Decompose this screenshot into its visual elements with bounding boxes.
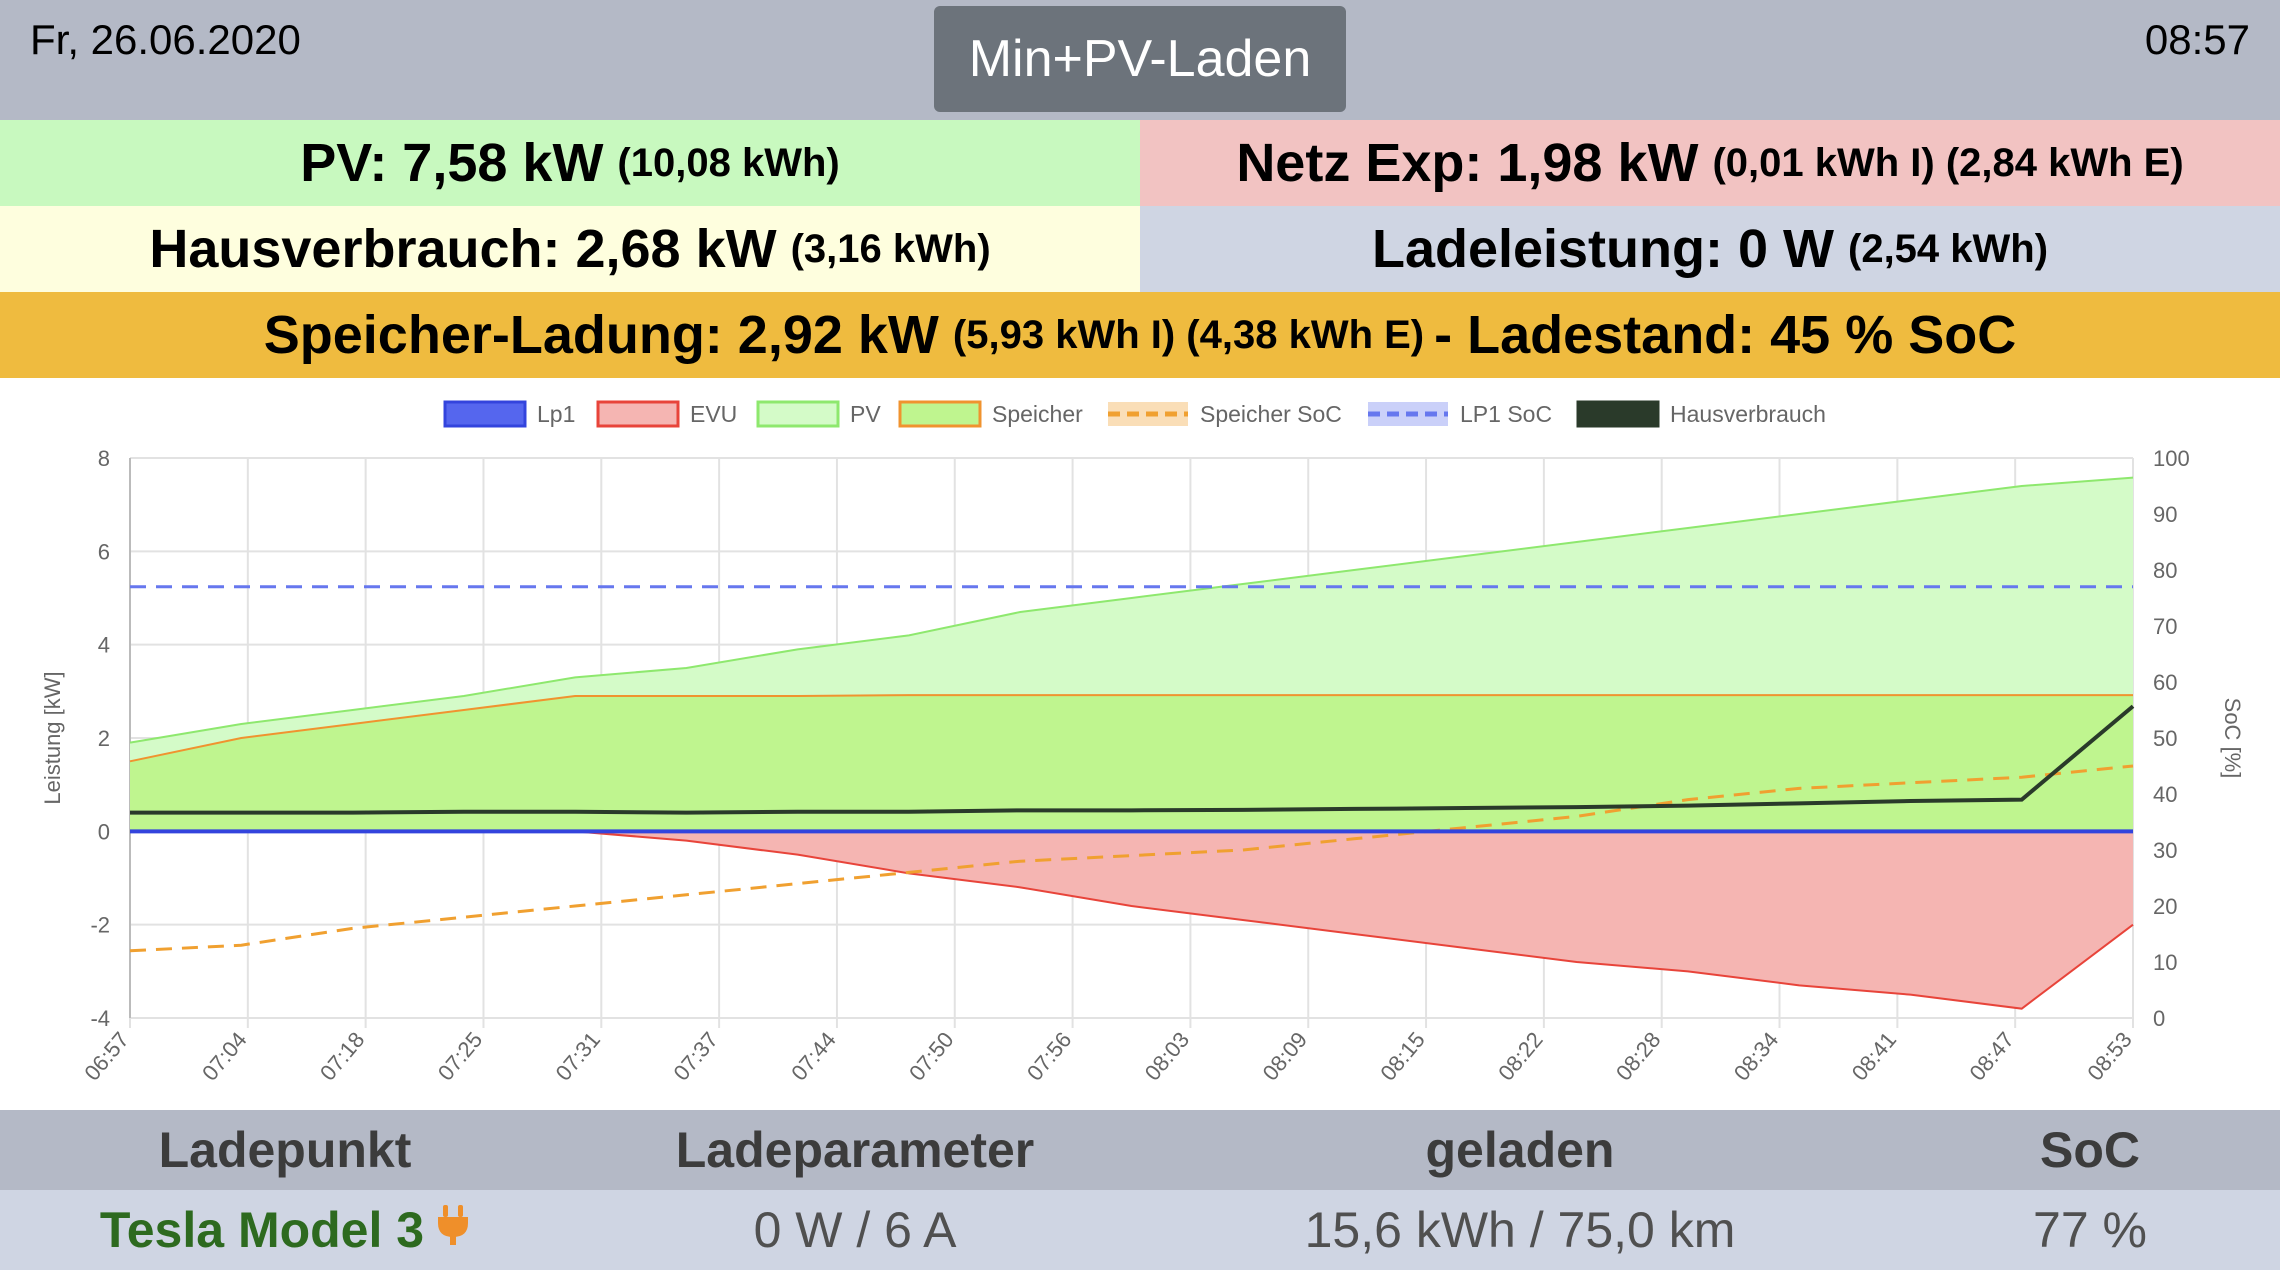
y2-tick-label: 50 [2153, 726, 2177, 751]
legend-label: LP1 SoC [1460, 401, 1552, 427]
charge-parameter-value: 0 W / 6 A [753, 1202, 957, 1258]
house-energy-value: (3,16 kWh) [790, 226, 991, 271]
x-tick-label: 07:31 [551, 1027, 606, 1085]
x-tick-label: 07:37 [668, 1027, 723, 1085]
header-ladeparameter: Ladeparameter [675, 1122, 1035, 1178]
y2-tick-label: 20 [2153, 894, 2177, 919]
legend-label: Lp1 [537, 401, 575, 427]
header-geladen: geladen [1425, 1122, 1615, 1178]
area-evu [130, 831, 2133, 1009]
pv-power-panel: PV: 7,58 kW (10,08 kWh) [0, 120, 1140, 206]
y2-tick-label: 100 [2153, 446, 2190, 471]
y2-tick-label: 60 [2153, 670, 2177, 695]
legend-swatch [898, 400, 982, 428]
series-line-speicher [129, 694, 2133, 763]
legend-swatch [443, 400, 527, 428]
vehicle-soc-value: 77 % [2033, 1202, 2147, 1258]
x-tick-label: 08:53 [2082, 1027, 2137, 1085]
y-tick-label: 0 [98, 819, 110, 844]
legend-label: Speicher [992, 401, 1083, 427]
legend-swatch [1576, 400, 1660, 428]
y2-tick-label: 90 [2153, 502, 2177, 527]
header-bar: Fr, 26.06.2020 Min+PV-Laden 08:57 [0, 0, 2280, 120]
y2-tick-label: 10 [2153, 950, 2177, 975]
y-tick-label: 6 [98, 539, 110, 564]
battery-panel: Speicher-Ladung: 2,92 kW (5,93 kWh I) (4… [0, 292, 2280, 378]
charged-amount-value: 15,6 kWh / 75,0 km [1304, 1202, 1736, 1258]
x-tick-label: 08:03 [1140, 1027, 1195, 1085]
house-consumption-panel: Hausverbrauch: 2,68 kW (3,16 kWh) [0, 206, 1140, 292]
x-tick-label: 08:15 [1375, 1027, 1430, 1085]
x-tick-label: 08:34 [1729, 1027, 1784, 1085]
x-tick-label: 07:56 [1022, 1027, 1077, 1085]
series-line-hausverbrauch [130, 704, 2135, 815]
x-tick-label: 07:04 [197, 1027, 252, 1085]
pv-energy-value: (10,08 kWh) [617, 140, 840, 185]
house-power-value: Hausverbrauch: 2,68 kW [149, 219, 777, 279]
y2-tick-label: 70 [2153, 614, 2177, 639]
y-tick-label: -4 [90, 1006, 110, 1031]
x-tick-label: 06:57 [79, 1027, 134, 1085]
x-tick-label: 08:41 [1847, 1027, 1902, 1085]
y-axis-title: Leistung [kW] [40, 671, 65, 804]
table-header-row: Ladepunkt Ladeparameter geladen SoC [0, 1110, 2280, 1190]
y-tick-label: 2 [98, 726, 110, 751]
y2-axis-title: SoC [%] [2220, 698, 2245, 779]
header-soc: SoC [2040, 1122, 2140, 1178]
battery-soc-value: - Ladestand: 45 % SoC [1434, 305, 2017, 365]
date-display: Fr, 26.06.2020 [30, 16, 301, 63]
x-tick-label: 07:44 [786, 1027, 841, 1085]
y-tick-label: 4 [98, 633, 110, 658]
grid-power-panel: Netz Exp: 1,98 kW (0,01 kWh I) (2,84 kWh… [1140, 120, 2280, 206]
plug-icon [436, 1201, 470, 1259]
table-row[interactable]: Tesla Model 3 0 W / 6 A 15,6 kWh / 75,0 … [0, 1190, 2280, 1270]
legend-swatch [596, 400, 680, 428]
x-tick-label: 08:09 [1258, 1027, 1313, 1085]
charging-power-value: Ladeleistung: 0 W [1371, 219, 1834, 279]
vehicle-name[interactable]: Tesla Model 3 [99, 1202, 425, 1258]
x-tick-label: 07:25 [433, 1027, 488, 1085]
y-tick-label: 8 [98, 446, 110, 471]
x-tick-label: 07:18 [315, 1027, 370, 1085]
header-ladepunkt: Ladepunkt [158, 1122, 412, 1178]
y2-tick-label: 80 [2153, 558, 2177, 583]
battery-power-value: Speicher-Ladung: 2,92 kW [263, 305, 939, 365]
pv-power-value: PV: 7,58 kW [300, 133, 604, 193]
vehicle-cell[interactable]: Tesla Model 3 [60, 1190, 510, 1270]
x-tick-label: 07:50 [904, 1027, 959, 1085]
time-display: 08:57 [2144, 16, 2250, 63]
area-speicher [130, 695, 2133, 832]
y2-tick-label: 30 [2153, 838, 2177, 863]
legend-label: Hausverbrauch [1670, 401, 1826, 427]
grid-energy-value: (0,01 kWh I) (2,84 kWh E) [1712, 140, 2184, 185]
legend-label: Speicher SoC [1200, 401, 1342, 427]
series-line-pv [129, 476, 2134, 744]
legend-swatch [756, 400, 840, 428]
y2-tick-label: 0 [2153, 1006, 2165, 1031]
series-line-speicher-soc [129, 764, 2134, 953]
charging-power-panel: Ladeleistung: 0 W (2,54 kWh) [1140, 206, 2280, 292]
x-tick-label: 08:22 [1493, 1027, 1548, 1085]
battery-energy-value: (5,93 kWh I) (4,38 kWh E) [952, 312, 1425, 357]
y-tick-label: -2 [90, 913, 110, 938]
y2-tick-label: 40 [2153, 782, 2177, 807]
legend-label: PV [850, 401, 881, 427]
legend-label: EVU [690, 401, 737, 427]
x-tick-label: 08:47 [1964, 1027, 2019, 1085]
charge-mode-button[interactable]: Min+PV-Laden [934, 6, 1346, 112]
grid-power-value: Netz Exp: 1,98 kW [1236, 133, 1699, 193]
charging-energy-value: (2,54 kWh) [1848, 226, 2049, 271]
x-tick-label: 08:28 [1611, 1027, 1666, 1085]
